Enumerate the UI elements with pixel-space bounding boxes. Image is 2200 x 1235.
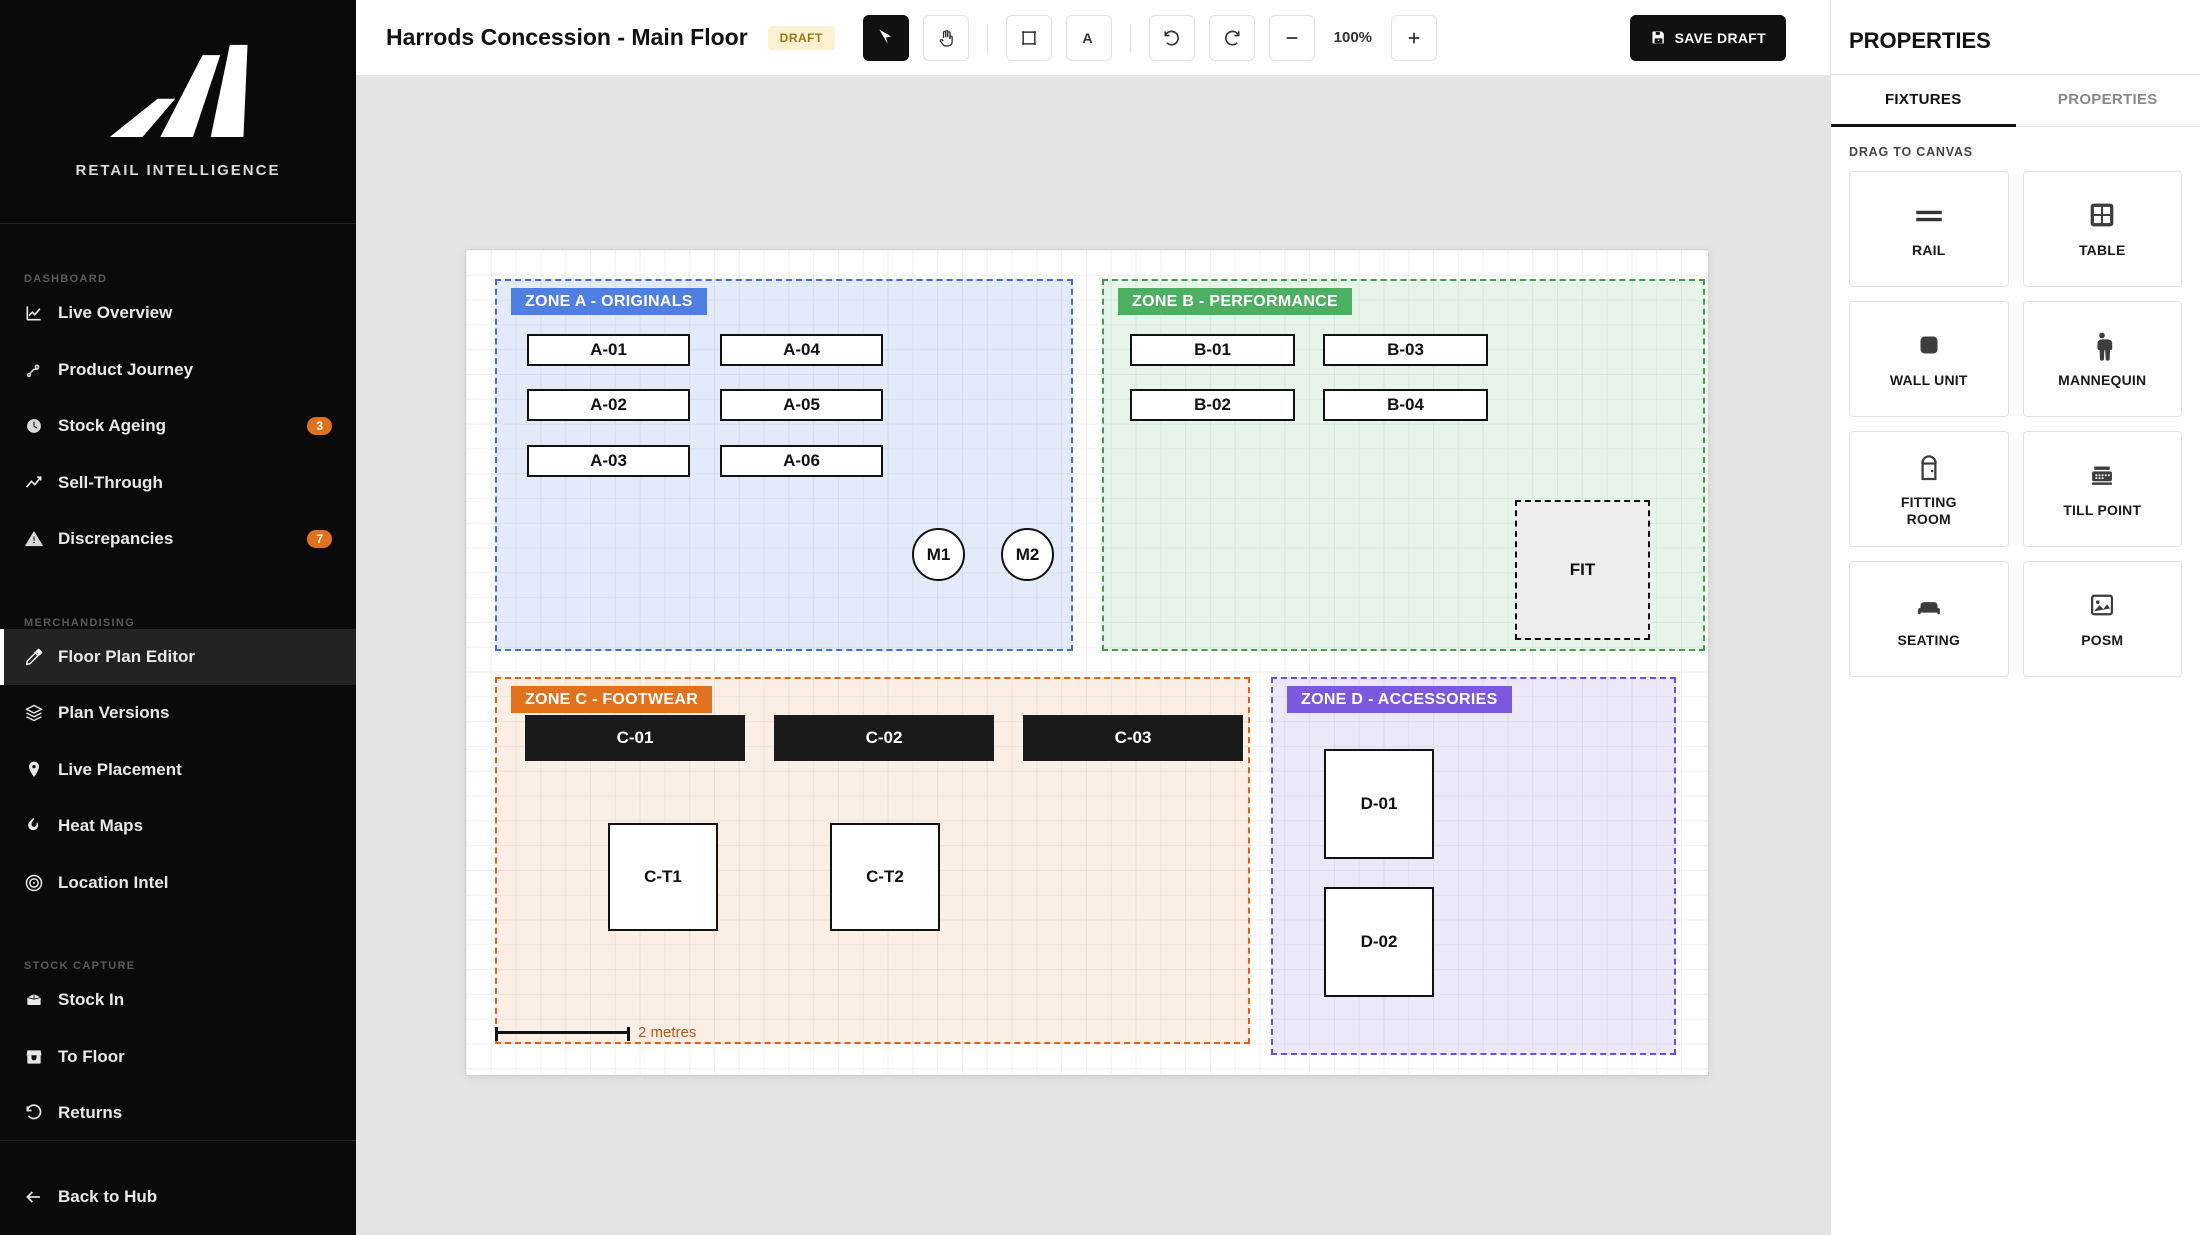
svg-text:A: A: [1082, 31, 1092, 47]
